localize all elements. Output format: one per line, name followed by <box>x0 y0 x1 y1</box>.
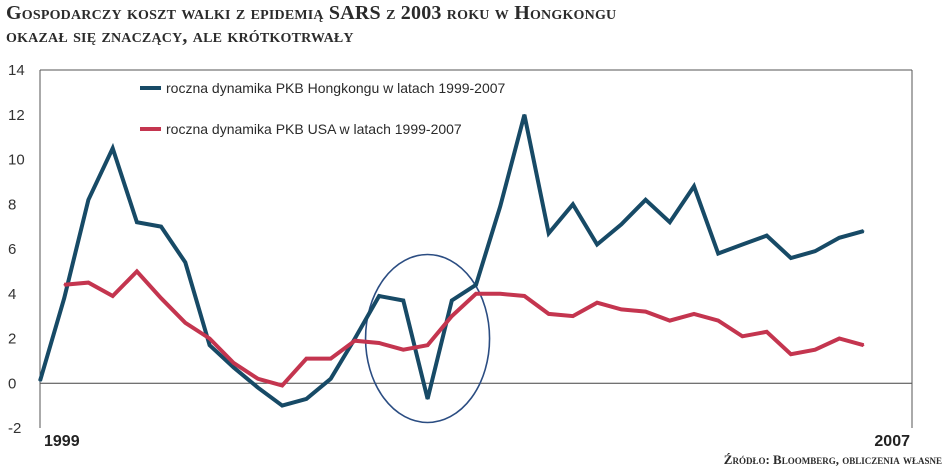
data-point-hk <box>790 257 792 259</box>
data-point-hk <box>499 205 502 208</box>
data-point-hk <box>305 398 308 400</box>
data-point-usa <box>620 308 623 311</box>
data-point-hk <box>257 386 259 389</box>
data-point-hk <box>39 380 41 382</box>
source-note: Źródło: Bloomberg, obliczenia własne <box>723 452 942 467</box>
x-axis-ticks: 1999 2007 <box>44 433 910 450</box>
legend-label: roczna dynamika PKB Hongkongu w latach 1… <box>166 80 506 96</box>
data-point-usa <box>668 319 671 322</box>
data-point-hk <box>402 299 405 302</box>
data-point-hk <box>281 404 284 407</box>
data-point-hk <box>136 221 138 223</box>
data-point-hk <box>450 299 453 302</box>
legend: roczna dynamika PKB Hongkongu w latach 1… <box>140 80 506 137</box>
y-tick-label: 10 <box>8 152 25 169</box>
y-tick-label: 0 <box>8 375 16 392</box>
data-point-hk <box>523 113 526 116</box>
data-point-usa <box>814 348 816 351</box>
data-point-usa <box>184 322 187 324</box>
y-tick-label: -2 <box>8 420 21 437</box>
data-point-hk <box>208 344 211 347</box>
data-point-hk <box>741 243 744 246</box>
data-point-hk <box>329 377 332 380</box>
data-point-usa <box>547 313 550 315</box>
data-point-usa <box>281 384 284 387</box>
data-point-usa <box>475 292 477 295</box>
data-point-hk <box>693 185 695 188</box>
data-point-hk <box>838 237 841 239</box>
chart-title: Gospodarczy koszt walki z epidemią SARS … <box>6 2 616 48</box>
series-line-hk <box>38 114 865 408</box>
x-tick-label: 1999 <box>44 433 80 450</box>
data-point-hk <box>717 252 720 255</box>
data-point-usa <box>136 270 138 273</box>
data-point-usa <box>232 362 235 364</box>
data-point-hk <box>426 398 429 400</box>
data-point-usa <box>426 344 429 347</box>
data-point-hk <box>668 221 671 223</box>
data-point-hk <box>547 232 550 235</box>
data-point-usa <box>790 353 792 355</box>
data-point-usa <box>572 315 574 317</box>
y-tick-label: 8 <box>8 196 16 213</box>
data-point-usa <box>693 313 695 315</box>
data-point-hk <box>765 234 768 237</box>
y-tick-label: 4 <box>8 286 16 303</box>
data-point-hk <box>63 297 66 300</box>
data-point-hk <box>620 223 623 226</box>
data-point-hk <box>184 261 187 264</box>
y-tick-label: 14 <box>8 62 25 79</box>
data-point-usa <box>741 335 744 338</box>
data-point-hk <box>572 203 574 206</box>
data-point-usa <box>63 284 66 286</box>
data-point-usa <box>257 377 259 380</box>
title-line-1: Gospodarczy koszt walki z epidemią SARS … <box>6 2 617 24</box>
data-point-usa <box>499 292 502 295</box>
annotation-layer <box>364 253 491 424</box>
data-point-usa <box>862 344 865 347</box>
data-point-usa <box>765 330 768 333</box>
data-point-hk <box>814 250 816 253</box>
x-tick-label: 2007 <box>874 433 910 450</box>
data-point-hk <box>111 147 114 150</box>
data-point-usa <box>523 295 526 297</box>
plot-frame <box>39 69 913 428</box>
y-tick-label: 12 <box>8 107 25 124</box>
sars-highlight-ellipse <box>364 253 491 424</box>
legend-label: roczna dynamika PKB USA w latach 1999-20… <box>166 121 462 137</box>
data-point-usa <box>87 281 90 284</box>
data-point-usa <box>596 301 598 304</box>
data-point-hk <box>862 230 865 232</box>
y-tick-label: 2 <box>8 331 16 348</box>
title-line-2: okazał się znaczący, ale krótkotrwały <box>6 25 354 47</box>
data-point-hk <box>87 198 90 201</box>
data-point-usa <box>717 319 720 322</box>
data-point-usa <box>450 315 453 317</box>
data-point-hk <box>232 366 235 369</box>
data-point-usa <box>378 342 380 344</box>
data-point-hk <box>596 243 598 246</box>
data-point-usa <box>644 310 647 313</box>
data-point-usa <box>160 297 162 300</box>
data-point-usa <box>838 337 841 340</box>
data-point-hk <box>160 225 162 228</box>
data-point-hk <box>644 198 647 201</box>
data-point-usa <box>208 337 211 340</box>
data-point-usa <box>354 339 356 342</box>
data-point-usa <box>329 357 332 360</box>
y-axis-ticks: -2 0 2 4 6 8 10 12 14 <box>8 62 25 437</box>
series-layer <box>38 113 865 408</box>
data-point-usa <box>111 295 114 297</box>
data-point-hk <box>475 284 477 286</box>
data-point-usa <box>305 357 308 360</box>
series-line-usa <box>64 268 865 388</box>
y-tick-label: 6 <box>8 241 16 258</box>
data-point-usa <box>402 348 405 351</box>
data-point-hk <box>378 295 380 297</box>
